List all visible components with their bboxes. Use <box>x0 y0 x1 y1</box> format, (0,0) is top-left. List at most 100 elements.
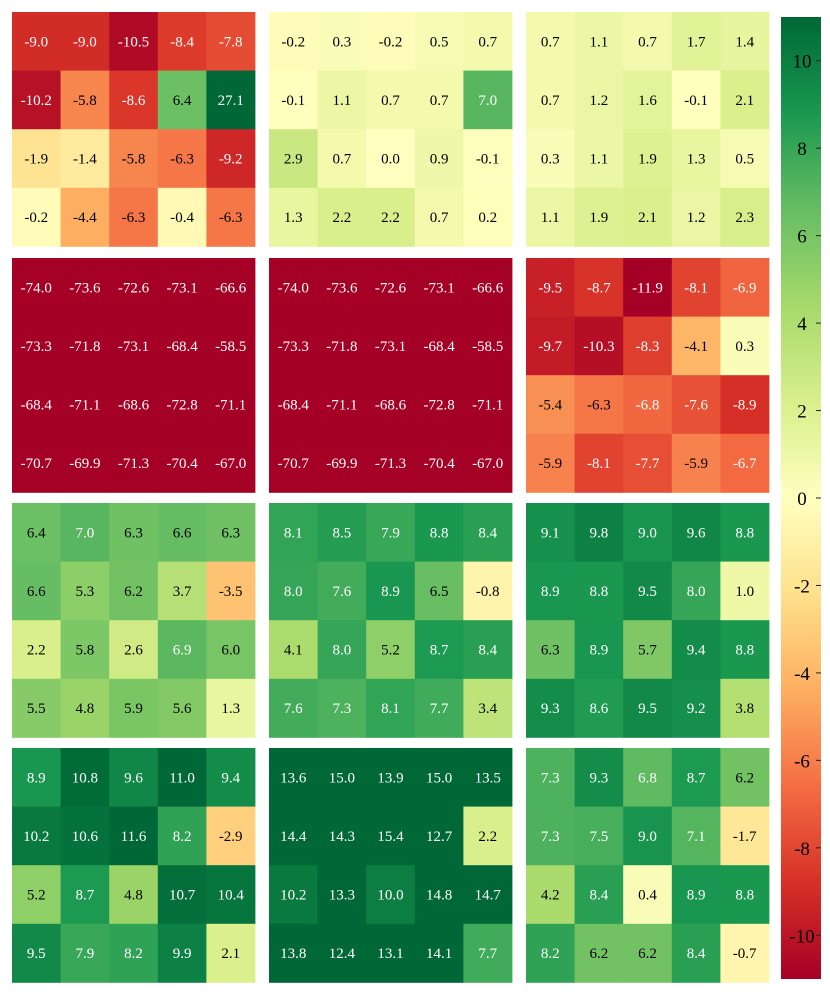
cell-value-label: 1.2 <box>590 93 609 109</box>
cell-value-label: -5.8 <box>122 152 146 168</box>
heatmap-cell <box>269 561 318 621</box>
cell-value-label: 7.5 <box>590 829 609 845</box>
heatmap-cell <box>526 12 575 71</box>
heatmap-cell <box>12 187 61 247</box>
heatmap-cell <box>526 865 575 925</box>
heatmap-cell <box>60 748 110 807</box>
cell-value-label: -71.8 <box>326 339 357 355</box>
heatmap-cell <box>12 620 61 680</box>
cell-value-label: -10.5 <box>118 34 149 50</box>
cell-value-label: 12.4 <box>329 946 356 962</box>
heatmap-cell <box>12 561 61 621</box>
cell-value-label: 0.0 <box>381 152 400 168</box>
cell-value-label: 6.3 <box>541 643 560 659</box>
cell-value-label: -74.0 <box>278 280 309 296</box>
heatmap-cell <box>157 806 207 866</box>
cell-value-label: 6.2 <box>735 770 754 786</box>
heatmap-cell <box>366 375 416 435</box>
heatmap-panel: 8.1 8.5 7.9 8.8 8.4 8.0 7.6 8.9 6.5 -0.8 4.1 8.0 5.2… <box>269 503 513 738</box>
heatmap-cell <box>109 433 159 493</box>
heatmap-cell <box>463 561 513 621</box>
heatmap-cell <box>671 316 721 376</box>
cell-value-label: 8.7 <box>76 888 95 904</box>
heatmap-cell <box>463 12 513 71</box>
cell-value-label: -73.6 <box>326 280 358 296</box>
heatmap-cell <box>269 748 318 807</box>
cell-value-label: 9.5 <box>27 946 46 962</box>
cell-value-label: 15.0 <box>426 770 452 786</box>
cell-value-label: 9.5 <box>638 584 657 600</box>
cell-value-label: 14.8 <box>426 888 452 904</box>
cell-value-label: 6.4 <box>27 525 46 541</box>
heatmap-cell <box>574 748 624 807</box>
cell-value-label: -8.7 <box>587 280 611 296</box>
heatmap-cell <box>720 316 770 376</box>
cell-value-label: 8.2 <box>541 946 560 962</box>
cell-value-label: 0.5 <box>430 34 449 50</box>
heatmap-cell <box>574 70 624 130</box>
cell-value-label: 5.5 <box>27 701 46 717</box>
cell-value-label: -1.7 <box>733 829 757 845</box>
heatmap-cell <box>157 620 207 680</box>
heatmap-cell <box>623 433 673 493</box>
heatmap-cell <box>60 865 110 925</box>
heatmap-cell <box>720 678 770 738</box>
cell-value-label: -71.8 <box>69 339 100 355</box>
cell-value-label: 2.2 <box>333 210 352 226</box>
cell-value-label: 9.1 <box>541 525 560 541</box>
cell-value-label: 0.5 <box>735 152 754 168</box>
cell-value-label: 1.3 <box>221 701 240 717</box>
cell-value-label: 0.9 <box>430 152 449 168</box>
cell-value-label: -3.5 <box>219 584 243 600</box>
heatmap-cell <box>671 187 721 247</box>
colorbar-tick-label: -6 <box>794 751 810 772</box>
cell-value-label: 9.4 <box>221 770 240 786</box>
heatmap-cell <box>414 316 464 376</box>
cell-value-label: 10.8 <box>72 770 98 786</box>
heatmap-cell <box>623 70 673 130</box>
heatmap-cell <box>526 187 575 247</box>
cell-value-label: 14.3 <box>329 829 355 845</box>
cell-value-label: 4.1 <box>284 643 303 659</box>
heatmap-cell <box>109 129 159 189</box>
cell-value-label: 8.9 <box>590 643 609 659</box>
cell-value-label: -2.9 <box>219 829 243 845</box>
heatmap-cell <box>574 129 624 189</box>
cell-value-label: -6.3 <box>219 210 243 226</box>
heatmap-cell <box>157 678 207 738</box>
colorbar-tick-label: 8 <box>797 139 807 160</box>
heatmap-cell <box>60 923 110 983</box>
heatmap-cell <box>317 561 367 621</box>
cell-value-label: -8.4 <box>170 34 194 50</box>
cell-value-label: 0.7 <box>430 93 449 109</box>
cell-value-label: -71.1 <box>326 398 357 414</box>
cell-value-label: -9.0 <box>24 34 48 50</box>
colorbar-tick-label: -2 <box>794 576 810 597</box>
cell-value-label: 13.6 <box>280 770 307 786</box>
cell-value-label: -10.3 <box>583 339 614 355</box>
cell-value-label: -68.4 <box>278 398 310 414</box>
heatmap-cell <box>671 70 721 130</box>
heatmap-cell <box>317 12 367 71</box>
cell-value-label: -0.2 <box>379 34 403 50</box>
heatmap-cell <box>269 503 318 562</box>
heatmap-cell <box>109 923 159 983</box>
heatmap-cell <box>463 375 513 435</box>
cell-value-label: 7.7 <box>430 701 449 717</box>
cell-value-label: -1.4 <box>73 152 97 168</box>
cell-value-label: -72.6 <box>118 280 150 296</box>
cell-value-label: 8.5 <box>333 525 352 541</box>
cell-value-label: 10.7 <box>169 888 196 904</box>
cell-value-label: -73.6 <box>69 280 101 296</box>
heatmap-panels: -9.0 -9.0 -10.5 -8.4 -7.8 -10.2 -5.8 -8.6 6.4 27.… <box>12 12 770 983</box>
cell-value-label: -4.1 <box>684 339 708 355</box>
cell-value-label: 7.6 <box>333 584 352 600</box>
cell-value-label: -0.1 <box>684 93 708 109</box>
cell-value-label: -10.2 <box>21 93 52 109</box>
heatmap-cell <box>12 923 61 983</box>
cell-value-label: -73.1 <box>118 339 149 355</box>
heatmap-cell <box>463 503 513 562</box>
heatmap-cell <box>157 433 207 493</box>
cell-value-label: 2.2 <box>27 643 46 659</box>
heatmap-cell <box>60 187 110 247</box>
